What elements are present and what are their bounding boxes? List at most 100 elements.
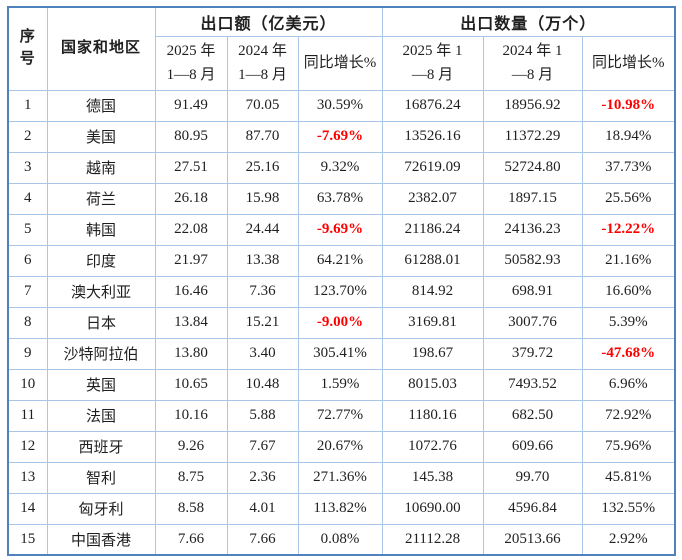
cell-export-2024: 15.98 — [226, 182, 299, 215]
cell-qty-2024: 1897.15 — [482, 182, 583, 215]
cell-seq: 11 — [7, 399, 48, 432]
cell-country: 德国 — [46, 89, 156, 122]
cell-qty-2024: 20513.66 — [482, 523, 583, 556]
cell-qty-2024: 3007.76 — [482, 306, 583, 339]
cell-qty-2025: 21186.24 — [381, 213, 484, 246]
cell-export-growth: -9.00% — [297, 306, 383, 339]
cell-country: 英国 — [46, 368, 156, 401]
cell-qty-2024: 50582.93 — [482, 244, 583, 277]
cell-country: 美国 — [46, 120, 156, 153]
cell-export-growth: -7.69% — [297, 120, 383, 153]
cell-export-growth: 64.21% — [297, 244, 383, 277]
cell-export-growth: 271.36% — [297, 461, 383, 494]
cell-export-2025: 7.66 — [154, 523, 228, 556]
header-qty-2024: 2024 年 1 —8 月 — [482, 35, 583, 91]
table-row: 7 澳大利亚 16.46 7.36 123.70% 814.92 698.91 16.60% — [7, 275, 676, 308]
cell-export-growth: 0.08% — [297, 523, 383, 556]
cell-seq: 12 — [7, 430, 48, 463]
cell-seq: 9 — [7, 337, 48, 370]
cell-export-2024: 10.48 — [226, 368, 299, 401]
table-row: 10 英国 10.65 10.48 1.59% 8015.03 7493.52 6.96% — [7, 368, 676, 401]
cell-qty-2024: 609.66 — [482, 430, 583, 463]
header-qty-group: 出口数量（万个） — [381, 6, 676, 37]
cell-qty-2024: 379.72 — [482, 337, 583, 370]
cell-seq: 7 — [7, 275, 48, 308]
cell-export-growth: 72.77% — [297, 399, 383, 432]
cell-country: 澳大利亚 — [46, 275, 156, 308]
cell-export-growth: 1.59% — [297, 368, 383, 401]
cell-qty-2025: 198.67 — [381, 337, 484, 370]
cell-seq: 8 — [7, 306, 48, 339]
cell-qty-2025: 1072.76 — [381, 430, 484, 463]
table-row: 3 越南 27.51 25.16 9.32% 72619.09 52724.80 37.73% — [7, 151, 676, 184]
cell-qty-2024: 11372.29 — [482, 120, 583, 153]
cell-export-2025: 21.97 — [154, 244, 228, 277]
table-row: 15 中国香港 7.66 7.66 0.08% 21112.28 20513.66 2.92% — [7, 523, 676, 556]
cell-seq: 5 — [7, 213, 48, 246]
header-qty-growth: 同比增长% — [581, 35, 676, 91]
header-export-2025: 2025 年 1—8 月 — [154, 35, 228, 91]
cell-export-2024: 2.36 — [226, 461, 299, 494]
cell-country: 韩国 — [46, 213, 156, 246]
cell-export-2024: 15.21 — [226, 306, 299, 339]
cell-qty-2024: 698.91 — [482, 275, 583, 308]
cell-seq: 15 — [7, 523, 48, 556]
cell-export-growth: -9.69% — [297, 213, 383, 246]
cell-export-2025: 13.84 — [154, 306, 228, 339]
cell-export-2025: 9.26 — [154, 430, 228, 463]
cell-export-2024: 70.05 — [226, 89, 299, 122]
cell-qty-growth: 132.55% — [581, 492, 676, 525]
cell-export-2024: 87.70 — [226, 120, 299, 153]
cell-qty-growth: -10.98% — [581, 89, 676, 122]
cell-qty-2025: 21112.28 — [381, 523, 484, 556]
table-row: 9 沙特阿拉伯 13.80 3.40 305.41% 198.67 379.72 -47.68… — [7, 337, 676, 370]
cell-qty-growth: 18.94% — [581, 120, 676, 153]
cell-qty-2025: 72619.09 — [381, 151, 484, 184]
cell-export-2024: 7.36 — [226, 275, 299, 308]
cell-country: 荷兰 — [46, 182, 156, 215]
cell-qty-growth: -12.22% — [581, 213, 676, 246]
cell-export-2025: 22.08 — [154, 213, 228, 246]
cell-country: 越南 — [46, 151, 156, 184]
cell-qty-2025: 814.92 — [381, 275, 484, 308]
cell-export-2024: 25.16 — [226, 151, 299, 184]
cell-qty-2024: 18956.92 — [482, 89, 583, 122]
cell-export-growth: 30.59% — [297, 89, 383, 122]
cell-country: 印度 — [46, 244, 156, 277]
cell-export-2024: 13.38 — [226, 244, 299, 277]
table-row: 1 德国 91.49 70.05 30.59% 16876.24 18956.92 -10.9… — [7, 89, 676, 122]
cell-country: 沙特阿拉伯 — [46, 337, 156, 370]
cell-export-2024: 3.40 — [226, 337, 299, 370]
cell-qty-2025: 13526.16 — [381, 120, 484, 153]
cell-seq: 14 — [7, 492, 48, 525]
table-row: 6 印度 21.97 13.38 64.21% 61288.01 50582.93 21.16… — [7, 244, 676, 277]
cell-export-2025: 26.18 — [154, 182, 228, 215]
cell-export-2025: 16.46 — [154, 275, 228, 308]
cell-export-2025: 27.51 — [154, 151, 228, 184]
cell-qty-growth: 37.73% — [581, 151, 676, 184]
cell-qty-2024: 7493.52 — [482, 368, 583, 401]
header-seq: 序 号 — [7, 6, 48, 91]
cell-country: 智利 — [46, 461, 156, 494]
cell-qty-growth: 2.92% — [581, 523, 676, 556]
table-row: 4 荷兰 26.18 15.98 63.78% 2382.07 1897.15 25.56% — [7, 182, 676, 215]
cell-export-2024: 4.01 — [226, 492, 299, 525]
cell-export-2025: 80.95 — [154, 120, 228, 153]
cell-qty-growth: 5.39% — [581, 306, 676, 339]
cell-country: 法国 — [46, 399, 156, 432]
cell-export-2024: 24.44 — [226, 213, 299, 246]
cell-export-2025: 8.75 — [154, 461, 228, 494]
cell-export-growth: 123.70% — [297, 275, 383, 308]
cell-export-2025: 10.16 — [154, 399, 228, 432]
cell-qty-growth: 16.60% — [581, 275, 676, 308]
cell-export-growth: 20.67% — [297, 430, 383, 463]
cell-export-2024: 7.67 — [226, 430, 299, 463]
table-row: 2 美国 80.95 87.70 -7.69% 13526.16 11372.29 18.94… — [7, 120, 676, 153]
cell-export-growth: 113.82% — [297, 492, 383, 525]
table-row: 13 智利 8.75 2.36 271.36% 145.38 99.70 45.81% — [7, 461, 676, 494]
table-row: 12 西班牙 9.26 7.67 20.67% 1072.76 609.66 75.96% — [7, 430, 676, 463]
cell-seq: 3 — [7, 151, 48, 184]
table-row: 5 韩国 22.08 24.44 -9.69% 21186.24 24136.23 -12.2… — [7, 213, 676, 246]
cell-export-2025: 10.65 — [154, 368, 228, 401]
